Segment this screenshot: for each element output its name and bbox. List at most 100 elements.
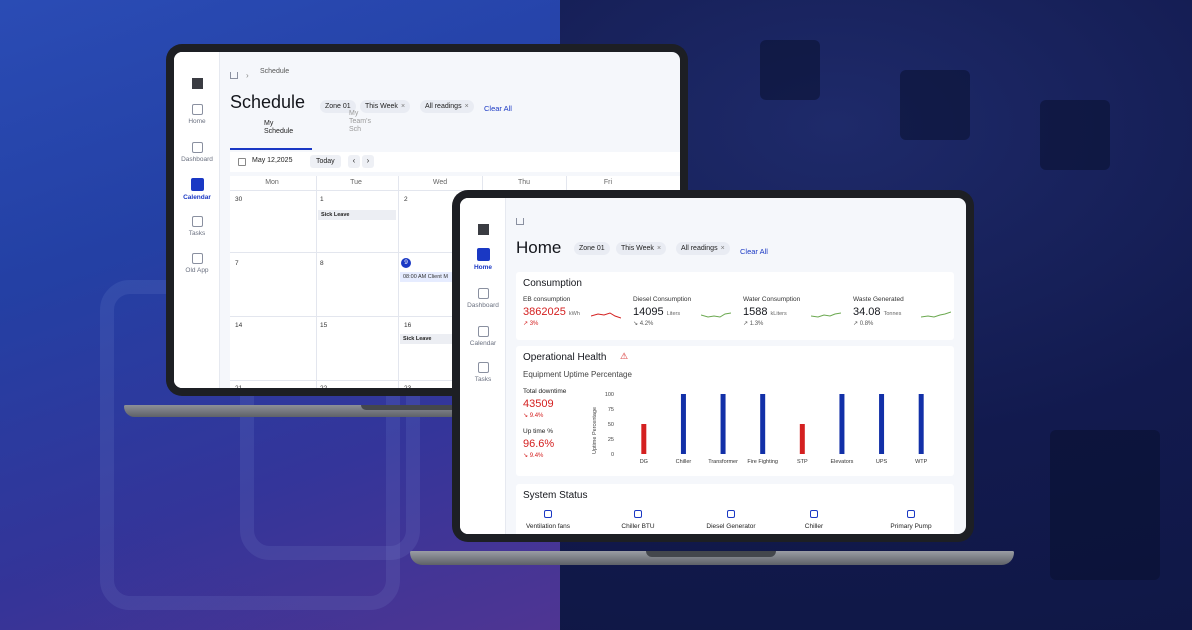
close-icon[interactable]: ×	[464, 103, 469, 110]
date-picker[interactable]: May 12,2025	[252, 157, 293, 164]
nav-old-app[interactable]: Old App	[174, 253, 220, 274]
filter-readings[interactable]: All readings ×	[676, 242, 730, 255]
trend-down-icon: ↘	[633, 321, 639, 327]
tab-team-schedule[interactable]: My Team's Sch	[349, 110, 371, 133]
day-cell-date[interactable]: 7	[235, 260, 239, 267]
bar-fire-fighting	[760, 394, 766, 454]
status-primary-pump[interactable]: Primary Pump	[876, 510, 946, 530]
status-chiller-btu[interactable]: Chiller BTU	[608, 510, 668, 530]
status-chiller[interactable]: Chiller	[784, 510, 844, 530]
trend-up-icon: ↗	[743, 321, 749, 327]
close-icon[interactable]: ×	[656, 245, 662, 252]
metric-delta: ↗ 3%	[523, 321, 539, 327]
metric-waste[interactable]: Waste Generated 34.08 Tonnes ↗ 0.8%	[853, 296, 963, 327]
x-tick-label: Chiller	[676, 459, 692, 465]
background-square	[900, 70, 970, 140]
bar-wtp	[918, 394, 924, 454]
dashboard-icon	[477, 288, 489, 299]
generator-icon	[727, 510, 735, 518]
filter-readings[interactable]: All readings ×	[420, 100, 474, 113]
metric-diesel[interactable]: Diesel Consumption 14095 Liters ↘ 4.2%	[633, 296, 743, 327]
x-tick-label: UPS	[876, 459, 888, 465]
y-tick-label: 50	[608, 422, 614, 428]
calendar-event[interactable]: Sick Leave	[400, 334, 480, 344]
status-diesel-generator[interactable]: Diesel Generator	[696, 510, 766, 530]
nav-home[interactable]: Home	[460, 248, 506, 271]
weekday-header: Fri	[603, 179, 613, 186]
day-cell-date-today[interactable]: 9	[401, 258, 411, 268]
bar-stp	[799, 424, 805, 454]
x-tick-label: Fire Fighting	[747, 459, 778, 465]
trend-up-icon: ↗	[853, 321, 859, 327]
day-cell-date[interactable]: 1	[320, 196, 324, 203]
day-cell-date[interactable]: 30	[235, 196, 243, 203]
sparkline	[811, 312, 841, 318]
tasks-icon	[477, 362, 489, 373]
nav-tasks[interactable]: Tasks	[460, 362, 506, 383]
x-tick-label: DG	[640, 459, 648, 465]
bar-dg	[641, 424, 647, 454]
metric-eb[interactable]: EB consumption 3862025 kWh ↗ 3%	[523, 296, 633, 327]
day-cell-date[interactable]: 16	[404, 322, 412, 329]
today-button[interactable]: Today	[310, 155, 341, 168]
system-status-card: System Status Ventilation fans Chiller B…	[516, 484, 954, 534]
day-cell-date[interactable]: 21	[235, 385, 242, 388]
day-cell-date[interactable]: 23	[404, 385, 411, 388]
nav-tasks[interactable]: Tasks	[174, 216, 220, 237]
nav-calendar[interactable]: Calendar	[460, 326, 506, 347]
chart-subtitle: Equipment Uptime Percentage	[523, 370, 632, 379]
x-tick-label: STP	[797, 459, 808, 465]
day-cell-date[interactable]: 14	[235, 322, 243, 329]
metric-value: 1588 kLiters	[743, 306, 787, 318]
calendar-event[interactable]: Sick Leave	[318, 210, 396, 220]
dashboard-icon	[191, 142, 203, 153]
breadcrumb-home-icon[interactable]	[516, 218, 524, 225]
calendar-event[interactable]: 08:00 AM Client M	[400, 272, 480, 282]
nav-dashboard[interactable]: Dashboard	[460, 288, 506, 309]
day-cell-date[interactable]: 2	[404, 196, 408, 203]
nav-dashboard[interactable]: Dashboard	[174, 142, 220, 163]
card-title: Consumption	[523, 278, 582, 289]
chiller-btu-icon	[634, 510, 642, 518]
status-ventilation-fans[interactable]: Ventilation fans	[518, 510, 578, 530]
laptop-base	[410, 551, 1014, 565]
laptop-home: Home Dashboard Calendar Tasks Home Zone …	[452, 190, 974, 542]
metric-value: 3862025 kWh	[523, 306, 580, 318]
calendar-icon[interactable]	[238, 158, 246, 166]
nav-calendar[interactable]: Calendar	[174, 178, 220, 201]
uptime-value: 96.6%	[523, 438, 555, 450]
filter-zone[interactable]: Zone 01	[574, 242, 610, 255]
weekday-header: Mon	[265, 179, 279, 186]
clear-all-link[interactable]: Clear All	[740, 247, 768, 256]
grid-line	[398, 176, 399, 388]
metric-label: Water Consumption	[743, 296, 801, 303]
bar-ups	[879, 394, 885, 454]
filter-week[interactable]: This Week ×	[360, 100, 411, 113]
tab-my-schedule[interactable]: My Schedule	[230, 120, 312, 150]
close-icon[interactable]: ×	[400, 103, 406, 110]
y-tick-label: 100	[605, 392, 614, 398]
day-cell-date[interactable]: 8	[320, 260, 324, 267]
sparkline	[921, 311, 951, 318]
breadcrumb[interactable]: Schedule	[260, 68, 290, 75]
home-icon	[191, 104, 203, 115]
prev-week-button[interactable]: ‹	[348, 155, 360, 168]
day-cell-date[interactable]: 15	[320, 322, 328, 329]
date-toolbar: May 12,2025 Today ‹ ›	[230, 152, 680, 172]
breadcrumb-home-icon[interactable]	[230, 72, 238, 79]
operational-health-card: Operational Health ⚠ Equipment Uptime Pe…	[516, 346, 954, 476]
metric-water[interactable]: Water Consumption 1588 kLiters ↗ 1.3%	[743, 296, 853, 327]
day-cell-date[interactable]: 22	[320, 385, 327, 388]
y-axis-label: Uptime Percentage	[592, 407, 598, 454]
trend-down-icon: ↘	[523, 453, 529, 459]
background-square	[760, 40, 820, 100]
next-week-button[interactable]: ›	[362, 155, 374, 168]
nav-home[interactable]: Home	[174, 104, 220, 125]
clear-all-link[interactable]: Clear All	[484, 104, 512, 113]
y-tick-label: 75	[608, 407, 614, 413]
home-screen: Home Dashboard Calendar Tasks Home Zone …	[460, 198, 966, 534]
metric-label: Diesel Consumption	[633, 296, 692, 303]
filter-week[interactable]: This Week ×	[616, 242, 667, 255]
close-icon[interactable]: ×	[720, 245, 725, 252]
filter-zone[interactable]: Zone 01	[320, 100, 356, 113]
